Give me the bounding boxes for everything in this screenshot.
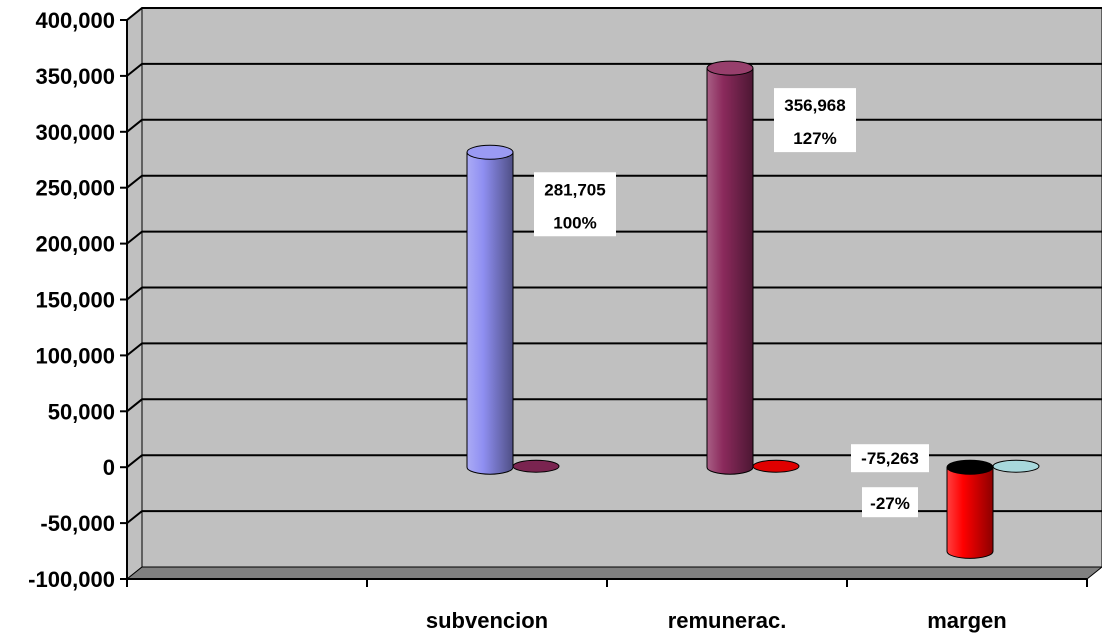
bar-cylinder-body (706, 67, 754, 475)
data-label-value: 356,968 (784, 96, 845, 115)
gridline (126, 230, 1102, 245)
data-label-bg (774, 88, 856, 153)
y-tick-label: 350,000 (35, 64, 115, 89)
bar-cylinder-body (946, 466, 994, 559)
category-label: subvencion (426, 608, 548, 633)
y-tick-label: 100,000 (35, 343, 115, 368)
y-axis-ticks: 400,000 350,000 300,000 250,000 200,000 150,0… (28, 8, 127, 592)
bar-cylinder-body (466, 151, 514, 475)
y-tick-label: -50,000 (40, 511, 115, 536)
y-tick-label: 400,000 (35, 8, 115, 33)
bar-cylinder-cap (946, 459, 994, 475)
data-label-value: -75,263 (861, 449, 919, 468)
y-tick-label: 150,000 (35, 288, 115, 313)
data-label-value: 281,705 (544, 180, 605, 199)
bar-cylinder-cap (706, 60, 754, 76)
data-label-percent: -27% (870, 494, 910, 513)
gridline (126, 62, 1102, 77)
data-label-bg (851, 444, 929, 473)
gridline (126, 398, 1102, 413)
y-tick-label: 0 (103, 455, 115, 480)
y-tick-label: 250,000 (35, 176, 115, 201)
bar-cylinder-cap (466, 144, 514, 160)
gridline (126, 286, 1102, 301)
y-tick-label: 50,000 (48, 399, 115, 424)
category-labels: subvencion remunerac. margen (426, 608, 1007, 633)
gridline (126, 7, 1102, 21)
y-tick-label: 300,000 (35, 120, 115, 145)
x-axis-ticks (126, 579, 1088, 587)
gridline (126, 342, 1102, 357)
y-tick-label: -100,000 (28, 567, 115, 592)
data-label-percent: 100% (553, 213, 596, 232)
bar-disk (752, 459, 800, 473)
data-label-bg (862, 487, 918, 518)
floor (125, 566, 1102, 580)
category-label: remunerac. (668, 608, 787, 633)
gridline (126, 510, 1102, 524)
data-label-bg (534, 172, 616, 237)
gridline (126, 454, 1102, 468)
gridline (126, 174, 1102, 189)
category-label: margen (927, 608, 1006, 633)
bar-disk (512, 459, 560, 473)
data-labels: 281,705 100% 356,968 127% -75,263 -27% (534, 88, 929, 518)
data-label-percent: 127% (793, 129, 836, 148)
bars (466, 60, 1040, 559)
bar-disk (992, 459, 1040, 473)
y-tick-label: 200,000 (35, 232, 115, 257)
